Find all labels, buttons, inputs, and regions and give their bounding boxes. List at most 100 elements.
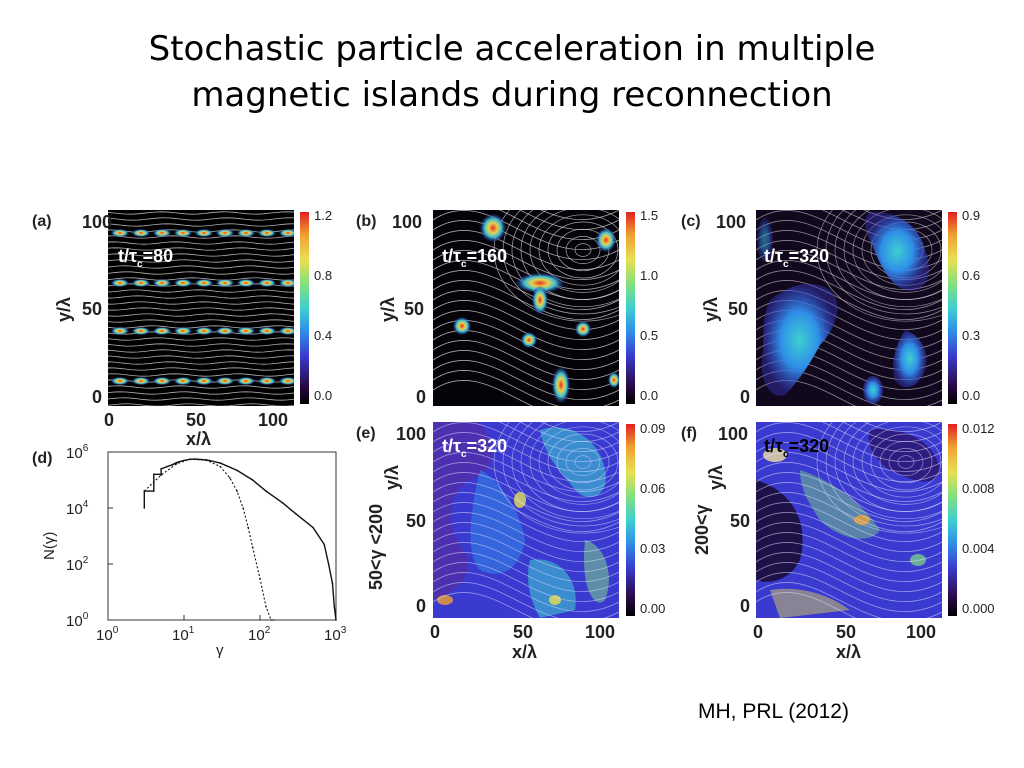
panel-f-field-line [888, 448, 924, 476]
panel-f-field-lines [756, 422, 942, 618]
panel-b-island [552, 367, 570, 403]
panel-d-point [166, 465, 168, 468]
panel-a-field-line [108, 355, 294, 359]
panel-b-field-line [433, 289, 619, 331]
panel-e-texture [433, 422, 609, 618]
panel-f-xtick-0: 0 [753, 622, 763, 642]
panel-f-region [868, 429, 940, 482]
panel-a-field-line [108, 373, 294, 377]
panel-d-ytick: 106 [66, 443, 89, 462]
panel-d-xlabel: γ [216, 642, 224, 659]
panel-e-field-line [433, 521, 619, 563]
panel-f-colorbar [948, 424, 957, 616]
panel-a-island [258, 229, 276, 237]
panel-e-region [528, 559, 576, 618]
panel-b-field-line [433, 309, 619, 351]
panel-e-cb-2: 0.06 [640, 481, 665, 496]
panel-a-ytick-0: 0 [92, 387, 102, 407]
panel-c-field-line [834, 210, 942, 308]
panel-d-point [323, 543, 326, 546]
panel-b-field-line [538, 214, 619, 286]
panel-b-island [480, 214, 506, 242]
panel-c-blob [757, 218, 773, 262]
panel-e-hotspot [437, 595, 453, 605]
panel-e-side-label: 50<γ <200 [366, 504, 386, 590]
panel-d-point [242, 507, 244, 509]
panel-e-xtick-100: 100 [585, 622, 615, 642]
panel-c-cb-2: 0.6 [962, 268, 980, 283]
panel-f-field-line [756, 481, 942, 523]
panel-b-cb-1: 1.5 [640, 208, 658, 223]
panel-a-field-line [108, 301, 294, 305]
panel-f-field-line [756, 521, 942, 563]
panel-a-island [279, 229, 294, 237]
panel-d-point [333, 605, 336, 608]
panel-b-field-line [547, 221, 619, 279]
panel-b-island [516, 273, 564, 293]
panel-e-field-line [574, 455, 592, 469]
panel-b-time-label: t/τc=160 [442, 246, 507, 270]
panel-f-field-line [870, 433, 942, 491]
panel-f-cb-1: 0.012 [962, 421, 995, 436]
panel-a-field-line [108, 349, 294, 353]
panel-a-island [132, 279, 150, 287]
panel-d-xtick: 103 [324, 625, 347, 644]
panel-c-blob [761, 283, 838, 396]
panel-a-island [195, 377, 213, 385]
panel-e-xlabel: x/λ [512, 642, 537, 662]
panel-d-ylabel: N(γ) [41, 532, 58, 560]
panel-f-side-label: 200<γ [692, 504, 712, 555]
panel-f-field-line [843, 422, 942, 512]
panel-e-hotspot [549, 595, 561, 605]
panel-d-point [327, 563, 330, 565]
panel-f-cb-2: 0.008 [962, 481, 995, 496]
panel-e-field-line [433, 451, 619, 493]
panel-b: (b) t/τc=160 100 50 0 y/λ 1.5 1.0 0.5 0.… [356, 208, 658, 407]
panel-e-field-line [556, 440, 610, 484]
panel-c-blob [865, 211, 929, 291]
panel-b-field-line [433, 219, 619, 261]
panel-f-field-line [756, 531, 942, 573]
panel-d-ticks: 100 101 102 103 106 104 102 100 [66, 443, 347, 644]
panel-a-island [195, 327, 213, 335]
panel-b-field-line [433, 229, 619, 271]
panel-f-cb-3: 0.004 [962, 541, 995, 556]
panel-e-field-line [433, 431, 619, 473]
panel-b-colorbar [626, 212, 635, 404]
panel-f-field-line [756, 501, 942, 543]
panel-f-field-line [756, 511, 942, 553]
panel-b-field-line [565, 236, 601, 264]
panel-e-field-line [502, 422, 619, 527]
panel-e-ytick-100: 100 [396, 424, 426, 444]
panel-f-xtick-100: 100 [906, 622, 936, 642]
panel-b-label: (b) [356, 213, 376, 230]
panel-a-island [237, 377, 255, 385]
panel-f-field-line [756, 441, 942, 483]
panel-b-field-line [433, 299, 619, 341]
panel-a-field-line [108, 307, 294, 311]
panel-b-field-line [519, 210, 619, 231]
panel-b-cb-2: 1.0 [640, 268, 658, 283]
panel-a-cb-3: 0.4 [314, 328, 332, 343]
panel-c-field-line [863, 210, 942, 221]
panel-d-point [295, 513, 298, 515]
panel-a-cb-1: 1.2 [314, 208, 332, 223]
panel-b-field-line [433, 269, 619, 311]
panel-a-time-label: t/τc=80 [118, 246, 173, 270]
panel-f-ytick-100: 100 [718, 424, 748, 444]
panel-a-field-line [108, 259, 294, 263]
panel-b-ytick-50: 50 [404, 299, 424, 319]
panel-e-field-line [433, 422, 619, 453]
panel-a-island [153, 279, 171, 287]
panel-a-field-line [108, 253, 294, 257]
panel-f-time-label: t/τc=320 [764, 436, 829, 460]
panel-f-field-line [861, 426, 942, 498]
panel-e-cb-1: 0.09 [640, 421, 665, 436]
panel-c-field-line [843, 210, 942, 300]
panel-c-cb-1: 0.9 [962, 208, 980, 223]
panel-e-field-line [519, 422, 619, 443]
panel-a-field-line [108, 277, 294, 281]
panel-d-point [153, 490, 155, 492]
panel-b-islands [453, 214, 619, 403]
